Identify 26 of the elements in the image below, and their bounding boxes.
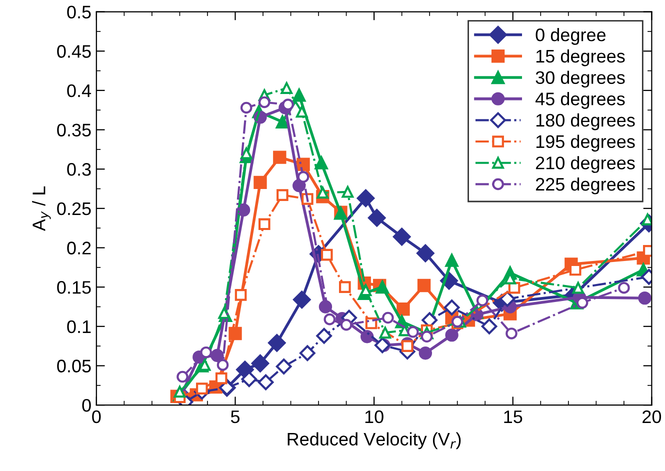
- x-tick-label: 0: [92, 410, 101, 424]
- y-axis-title: A$_{y}$ / L: [32, 186, 51, 232]
- y-tick-label: 0.1: [67, 320, 91, 334]
- x-tick-label: 5: [230, 410, 240, 424]
- legend-label: 180 degrees: [536, 113, 635, 130]
- x-tick-label: 20: [642, 410, 662, 424]
- y-tick-label: 0.05: [57, 360, 91, 372]
- legend-label: 195 degrees: [536, 134, 635, 152]
- y-tick-label: 0.15: [57, 281, 91, 294]
- legend-label: 0 degree: [536, 28, 606, 45]
- legend-label: 225 degrees: [536, 177, 635, 194]
- y-tick-label: 0.4: [67, 84, 92, 98]
- y-tick-label: 0.25: [57, 202, 91, 216]
- legend-label: 45 degrees: [535, 92, 625, 109]
- x-axis-title: Reduced Velocity (V$_{r}$): [288, 432, 461, 450]
- y-tick-label: 0.45: [57, 45, 91, 58]
- y-tick-label: 0.3: [67, 163, 91, 176]
- legend-label: 30 degrees: [536, 70, 625, 88]
- y-tick-label: 0.2: [67, 242, 91, 254]
- y-tick-label: 0.35: [57, 124, 91, 136]
- y-tick-label: 0: [82, 398, 91, 412]
- legend-label: 15 degrees: [536, 49, 625, 66]
- y-tick-label: 0.5: [67, 6, 91, 18]
- x-tick-label: 10: [365, 410, 384, 424]
- legend-label: 210 degrees: [536, 156, 635, 173]
- x-tick-label: 15: [504, 410, 522, 424]
